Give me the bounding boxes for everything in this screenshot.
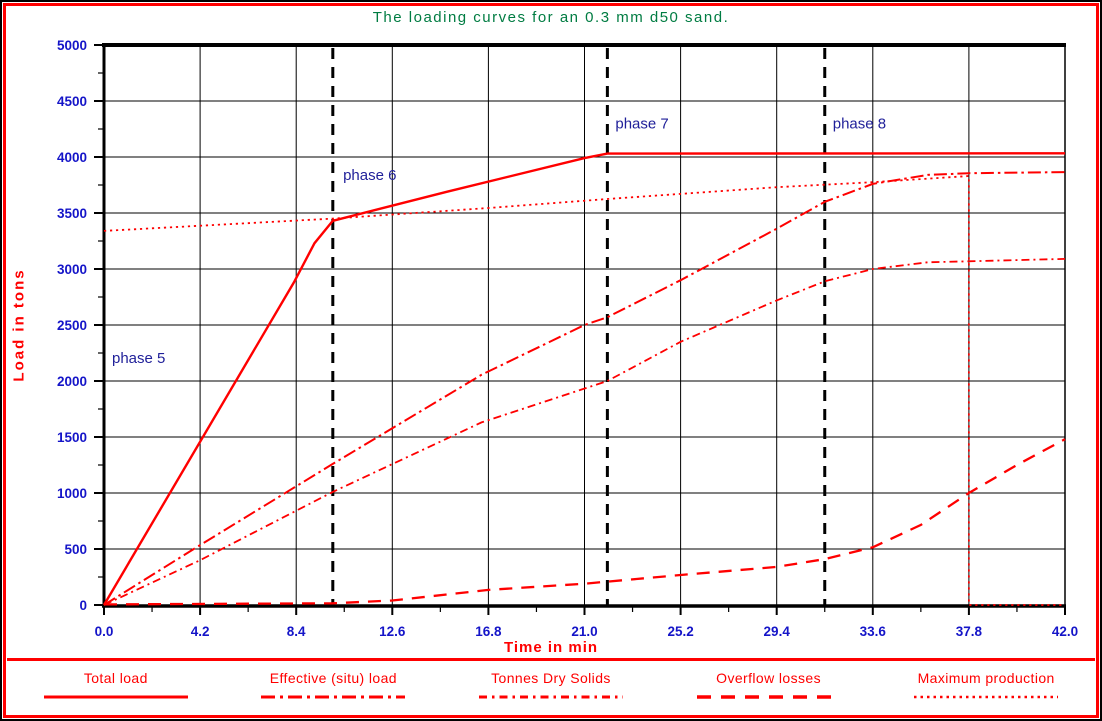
legend-label: Total load <box>83 670 148 686</box>
x-tick-label: 12.6 <box>379 624 406 639</box>
legend-label: Maximum production <box>917 670 1055 686</box>
x-tick-label: 33.6 <box>860 624 887 639</box>
legend-line-sample <box>478 695 623 699</box>
y-tick-label: 3500 <box>57 206 87 221</box>
series-total-load <box>102 152 1066 606</box>
x-tick-label: 37.8 <box>956 624 983 639</box>
x-tick-label: 4.2 <box>191 624 210 639</box>
phase-annotation: phase 6 <box>343 167 396 184</box>
x-tick-label: 25.2 <box>667 624 693 639</box>
y-tick-label: 1500 <box>57 430 87 445</box>
legend-item-effective-situ-load: Effective (situ) load <box>225 661 443 714</box>
y-tick-label: 4000 <box>57 150 87 165</box>
legend-line-sample <box>43 695 188 699</box>
y-tick-label: 2000 <box>57 374 87 389</box>
x-tick-label: 42.0 <box>1052 624 1078 639</box>
legend-item-total-load: Total load <box>7 661 225 714</box>
x-tick-label: 21.0 <box>571 624 597 639</box>
y-tick-label: 1000 <box>57 486 87 501</box>
legend-item-overflow-losses: Overflow losses <box>660 661 878 714</box>
y-tick-label: 2500 <box>57 318 87 333</box>
x-tick-label: 16.8 <box>475 624 502 639</box>
phase-annotation: phase 7 <box>615 115 668 132</box>
legend-item-maximum-production: Maximum production <box>877 661 1095 714</box>
legend: Total load Effective (situ) load Tonnes Dr… <box>7 658 1095 714</box>
legend-line-sample <box>696 695 841 699</box>
x-tick-label: 8.4 <box>287 624 306 639</box>
series-tonnes-dry-solids <box>103 258 1066 606</box>
loading-curves-plot: 0.0 4.2 8.4 12.6 16.8 21.0 25.2 29.4 33.6 37.8 42.… <box>57 38 1078 639</box>
legend-label: Overflow losses <box>716 670 821 686</box>
y-axis-title: Load in tons <box>10 268 28 382</box>
legend-label: Tonnes Dry Solids <box>491 670 611 686</box>
y-tick-label: 0 <box>79 598 87 613</box>
legend-line-sample <box>261 695 406 699</box>
legend-line-sample <box>914 695 1059 699</box>
y-tick-label: 5000 <box>57 38 87 53</box>
legend-item-tonnes-dry-solids: Tonnes Dry Solids <box>442 661 660 714</box>
x-tick-label: 0.0 <box>95 624 114 639</box>
series-maximum-production <box>103 175 1065 606</box>
x-axis-title: Time in min <box>503 639 599 656</box>
x-tick-label: 29.4 <box>764 624 791 639</box>
y-tick-label: 4500 <box>57 94 87 109</box>
y-tick-label: 3000 <box>57 262 87 277</box>
phase-annotation: phase 8 <box>833 115 886 132</box>
series-effective-situ-load <box>103 171 1066 606</box>
chart-title: The loading curves for an 0.3 mm d50 san… <box>372 9 730 26</box>
y-tick-label: 500 <box>64 542 87 557</box>
phase-annotation: phase 5 <box>112 350 165 367</box>
legend-label: Effective (situ) load <box>269 670 397 686</box>
